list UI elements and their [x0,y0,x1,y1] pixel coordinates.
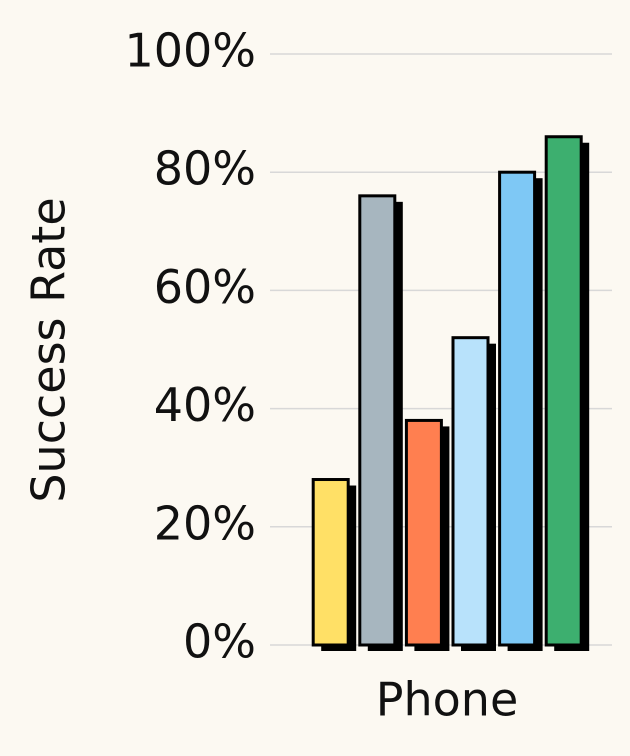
y-axis-label: Success Rate [22,197,76,502]
y-tick-label: 40% [154,378,256,432]
bar [498,170,537,647]
bar [358,194,397,647]
bar [451,336,490,647]
bar [544,135,583,647]
bar [311,478,350,647]
y-tick-label: 0% [183,615,256,669]
x-tick-label: Phone [376,673,519,727]
y-tick-label: 80% [154,142,256,196]
y-tick-label: 60% [154,260,256,314]
y-tick-label: 100% [124,24,256,78]
y-tick-label: 20% [154,496,256,550]
bar [404,418,443,647]
